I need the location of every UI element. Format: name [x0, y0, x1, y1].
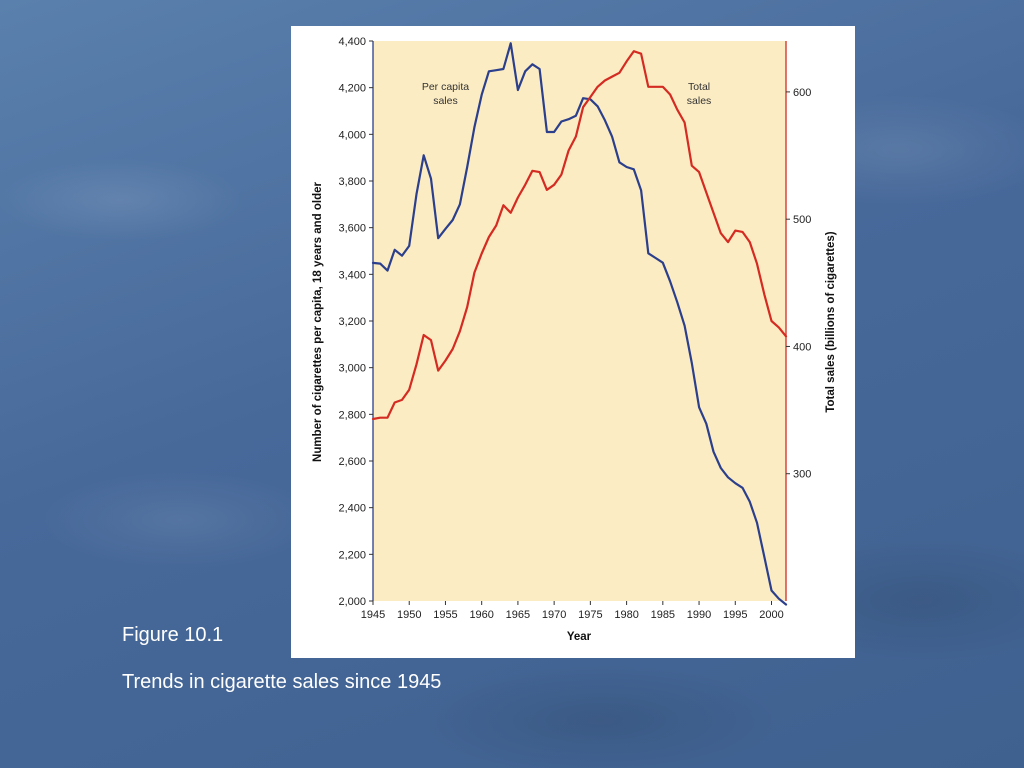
- y-left-tick-label: 4,000: [338, 129, 366, 141]
- cigarette-sales-chart: 2,000 2,200 2,400 2,600 2,800 3,000 3,200 3,400…: [312, 36, 837, 643]
- x-axis-title: Year: [567, 631, 592, 643]
- x-tick-label: 1995: [723, 609, 747, 621]
- y-right-tick-label: 600: [793, 87, 811, 99]
- chart-annotation: Total: [688, 81, 710, 93]
- y-left-tick-label: 2,800: [338, 409, 366, 421]
- per-capita-sales-line: [371, 42, 788, 606]
- y-right-tick-label: 300: [793, 469, 811, 481]
- x-tick-label: 2000: [759, 609, 783, 621]
- y-left-tick-label: 3,000: [338, 363, 366, 375]
- x-tick-label: 1990: [687, 609, 711, 621]
- x-tick-label: 1950: [397, 609, 421, 621]
- y-left-tick-label: 3,600: [338, 223, 366, 235]
- chart-annotation: Per capita: [422, 81, 469, 93]
- x-tick-label: 1980: [614, 609, 638, 621]
- x-tick-label: 1970: [542, 609, 566, 621]
- x-tick-label: 1975: [578, 609, 602, 621]
- y-left-tick-label: 2,600: [338, 456, 366, 468]
- y-right-tick-label: 400: [793, 341, 811, 353]
- plot-background: [373, 41, 786, 601]
- y-left-tick-label: 3,800: [338, 176, 366, 188]
- y-left-tick-label: 3,200: [338, 316, 366, 328]
- y-right-tick-label: 500: [793, 214, 811, 226]
- figure-label: Figure 10.1: [122, 624, 224, 646]
- total-sales-line: [371, 50, 788, 421]
- right-axis-title: Total sales (billions of cigarettes): [825, 231, 837, 412]
- y-left-tick-label: 4,400: [338, 36, 366, 48]
- x-tick-label: 1985: [651, 609, 675, 621]
- y-left-tick-label: 4,200: [338, 83, 366, 95]
- y-left-tick-label: 3,400: [338, 269, 366, 281]
- figure-panel: 2,000 2,200 2,400 2,600 2,800 3,000 3,200 3,400…: [291, 26, 855, 658]
- x-tick-label: 1945: [361, 609, 385, 621]
- chart-annotation: sales: [687, 95, 712, 107]
- figure-caption: Trends in cigarette sales since 1945: [122, 671, 442, 693]
- y-left-tick-label: 2,200: [338, 549, 366, 561]
- left-axis-title: Number of cigarettes per capita, 18 year…: [312, 182, 324, 462]
- x-tick-label: 1965: [506, 609, 530, 621]
- y-left-tick-label: 2,000: [338, 596, 366, 608]
- x-tick-label: 1955: [433, 609, 457, 621]
- y-left-tick-label: 2,400: [338, 503, 366, 515]
- x-tick-label: 1960: [469, 609, 493, 621]
- chart-annotation: sales: [433, 95, 458, 107]
